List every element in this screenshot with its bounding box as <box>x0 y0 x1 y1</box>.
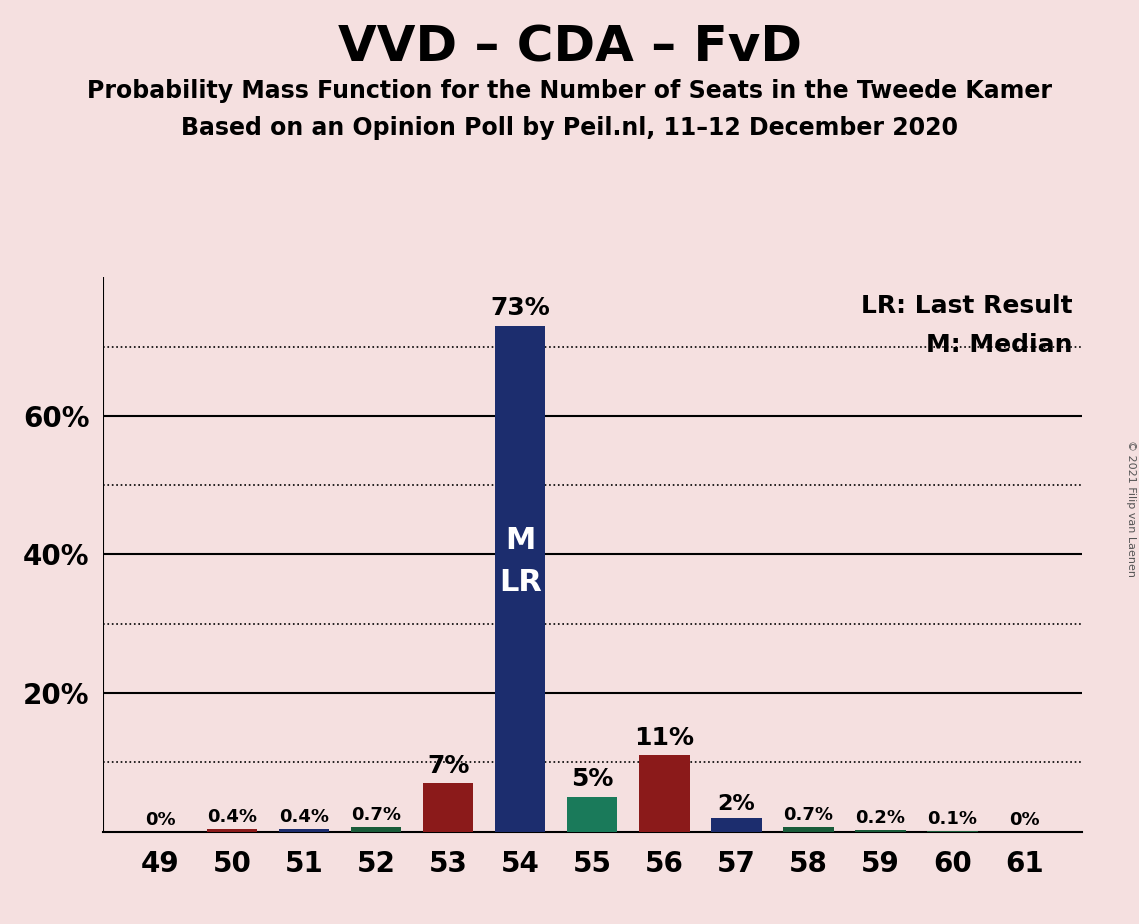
Text: M: Median: M: Median <box>926 333 1072 357</box>
Bar <box>855 830 906 832</box>
Text: 0.7%: 0.7% <box>784 806 834 824</box>
Text: 0%: 0% <box>145 811 175 829</box>
Text: 0.4%: 0.4% <box>279 808 329 826</box>
Bar <box>207 829 257 832</box>
Text: Probability Mass Function for the Number of Seats in the Tweede Kamer: Probability Mass Function for the Number… <box>87 79 1052 103</box>
Text: 11%: 11% <box>634 726 695 750</box>
Bar <box>784 827 834 832</box>
Text: 0.7%: 0.7% <box>351 806 401 824</box>
Text: 0.2%: 0.2% <box>855 809 906 828</box>
Text: 2%: 2% <box>718 794 755 813</box>
Text: LR: LR <box>499 567 542 597</box>
Text: 0.1%: 0.1% <box>927 810 977 828</box>
Text: Based on an Opinion Poll by Peil.nl, 11–12 December 2020: Based on an Opinion Poll by Peil.nl, 11–… <box>181 116 958 140</box>
Bar <box>711 818 762 832</box>
Text: © 2021 Filip van Laenen: © 2021 Filip van Laenen <box>1126 440 1136 577</box>
Bar <box>423 784 474 832</box>
Bar <box>639 756 689 832</box>
Bar <box>567 796 617 832</box>
Bar <box>279 829 329 832</box>
Text: 7%: 7% <box>427 754 469 778</box>
Text: LR: Last Result: LR: Last Result <box>861 294 1072 318</box>
Bar <box>351 827 401 832</box>
Text: 0%: 0% <box>1009 811 1040 829</box>
Text: 0.4%: 0.4% <box>207 808 257 826</box>
Text: M: M <box>505 526 535 555</box>
Text: 73%: 73% <box>491 297 550 321</box>
Text: VVD – CDA – FvD: VVD – CDA – FvD <box>337 23 802 71</box>
Bar <box>495 326 546 832</box>
Text: 5%: 5% <box>571 768 614 791</box>
